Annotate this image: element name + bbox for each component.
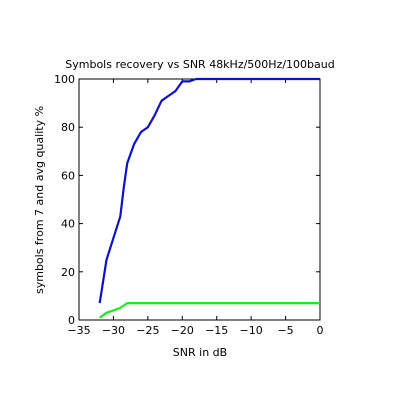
y-tick-label: 100 [54, 73, 75, 86]
x-tick-label: −35 [67, 324, 90, 337]
y-axis: 0 20 40 60 80 100 [54, 73, 320, 327]
x-axis: −35 −30 −25 −20 −15 −10 −5 0 [67, 79, 324, 337]
y-tick-label: 80 [61, 121, 75, 134]
y-axis-label: symbols from 7 and avg quality % [33, 106, 46, 294]
x-axis-label: SNR in dB [173, 346, 227, 359]
x-tick-label: −30 [102, 324, 125, 337]
x-tick-label: −5 [277, 324, 293, 337]
x-tick-label: −15 [205, 324, 228, 337]
x-tick-label: −20 [171, 324, 194, 337]
series-layer [98, 77, 320, 319]
y-tick-label: 60 [61, 169, 75, 182]
chart-title: Symbols recovery vs SNR 48kHz/500Hz/100b… [65, 58, 334, 71]
y-tick-label: 20 [61, 266, 75, 279]
y-tick-label: 0 [68, 314, 75, 327]
x-tick-label: 0 [317, 324, 324, 337]
x-tick-label: −10 [240, 324, 263, 337]
series-line-1 [98, 77, 320, 304]
plot-area-frame [78, 78, 321, 321]
x-tick-label: −25 [136, 324, 159, 337]
y-tick-label: 40 [61, 218, 75, 231]
series-line-2 [99, 302, 320, 319]
